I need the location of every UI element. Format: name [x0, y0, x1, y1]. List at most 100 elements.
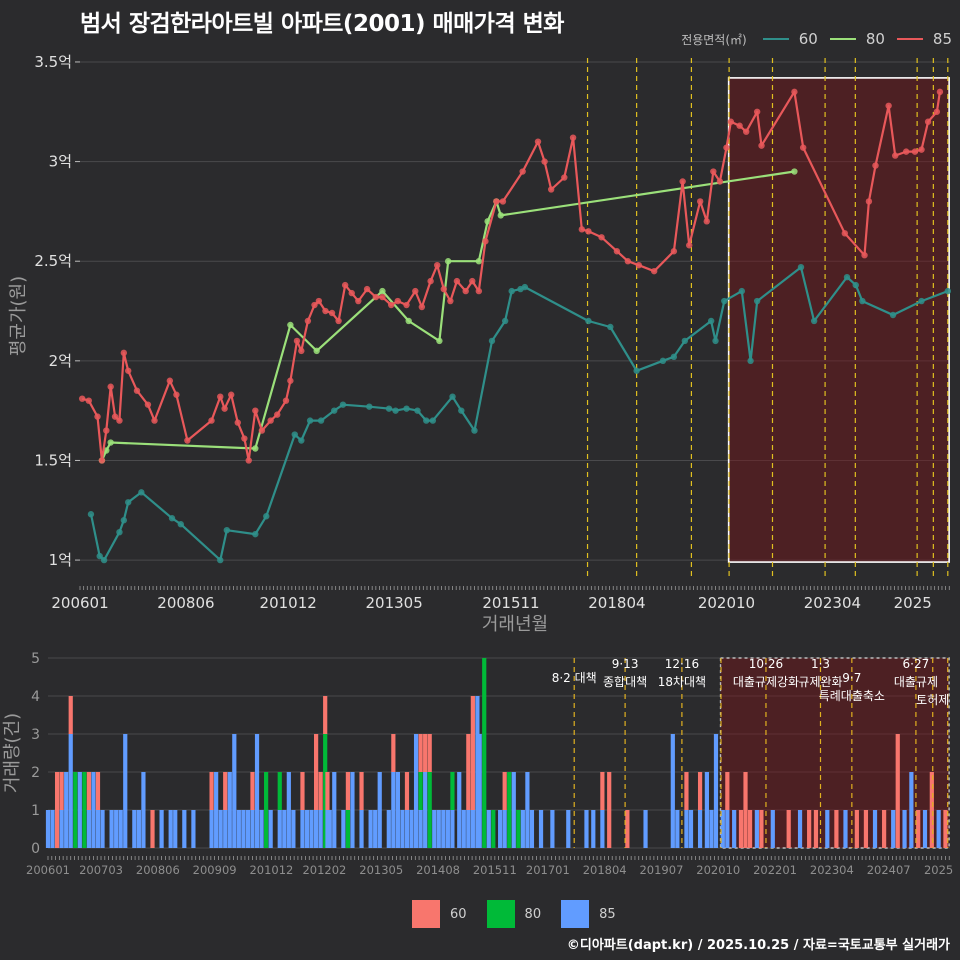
data-point-60 — [125, 499, 132, 506]
volume-bar-85 — [470, 810, 475, 848]
volume-bar-85 — [461, 810, 466, 848]
volume-bar-60 — [427, 734, 432, 772]
volume-bar-85 — [529, 810, 535, 848]
volume-bar-80 — [82, 772, 87, 848]
volume-bar-85 — [114, 810, 119, 848]
volume-bar-85 — [259, 810, 264, 848]
volume-bar-85 — [502, 810, 507, 848]
volume-bar-60 — [466, 734, 471, 810]
volume-bar-80 — [450, 772, 455, 810]
volume-bar-60 — [697, 772, 703, 810]
volume-bar-60 — [834, 810, 839, 848]
data-point-85 — [166, 377, 174, 384]
policy-annotation: 9·7 — [842, 671, 861, 685]
volume-bar-60 — [470, 696, 475, 810]
data-point-60 — [918, 297, 925, 305]
x-tick-label: 202304 — [804, 594, 861, 612]
volume-bar-85 — [466, 810, 471, 848]
data-point-60 — [944, 287, 952, 295]
data-point-85 — [98, 457, 106, 464]
policy-annotation: 8·2 대책 — [552, 670, 597, 685]
volume-bar-60 — [59, 772, 64, 810]
data-point-60 — [263, 513, 270, 520]
data-point-60 — [843, 273, 851, 281]
data-point-85 — [85, 397, 92, 404]
policy-annotation: 12·16 — [665, 657, 699, 671]
volume-bar-85 — [325, 810, 330, 848]
data-point-85 — [144, 401, 152, 408]
y-axis-label: 거래량(건) — [2, 713, 23, 793]
data-point-85 — [258, 427, 266, 434]
data-point-60 — [87, 511, 95, 518]
volume-bar-85 — [684, 810, 689, 848]
policy-annotation: 1·3 — [811, 657, 830, 671]
volume-bar-85 — [400, 810, 405, 848]
policy-annotation: 종합대책 — [603, 674, 647, 689]
volume-bar-60 — [418, 734, 423, 772]
volume-bar-85 — [232, 734, 237, 848]
data-point-60 — [889, 311, 897, 319]
volume-bar-85 — [100, 810, 105, 848]
volume-bar-85 — [643, 810, 648, 848]
data-point-85 — [569, 134, 577, 141]
volume-bar-85 — [432, 810, 437, 848]
volume-bar-60 — [359, 772, 364, 810]
volume-bar-85 — [318, 810, 323, 848]
volume-bar-85 — [409, 810, 414, 848]
volume-bar-85 — [159, 810, 164, 848]
data-point-80 — [107, 439, 114, 446]
data-point-60 — [331, 407, 338, 414]
data-point-80 — [484, 218, 491, 225]
volume-bar-85 — [688, 810, 694, 848]
x-tick-label: 202304 — [810, 863, 854, 877]
y-tick-label: 4 — [31, 689, 40, 705]
data-point-85 — [541, 158, 548, 165]
data-point-60 — [488, 337, 496, 345]
volume-legend-item-60: 60 — [412, 900, 467, 928]
data-point-85 — [723, 144, 730, 151]
volume-bar-60 — [95, 772, 101, 810]
x-tick-label: 202201 — [753, 863, 797, 877]
volume-bar-60 — [345, 772, 351, 810]
x-tick-label: 201907 — [639, 863, 683, 877]
volume-bar-85 — [922, 810, 928, 848]
y-tick-label: 3 — [31, 727, 40, 743]
volume-bar-80 — [491, 810, 496, 848]
volume-bar-85 — [475, 696, 480, 848]
volume-bar-85 — [132, 810, 137, 848]
volume-bar-60 — [209, 772, 214, 810]
data-point-85 — [519, 168, 526, 175]
x-tick-label: 201305 — [359, 863, 403, 877]
volume-bar-85 — [566, 810, 571, 848]
chart-title: 범서 장검한라아트빌 아파트(2001) 매매가격 변화 — [80, 11, 564, 37]
volume-bar-85 — [436, 810, 441, 848]
volume-bar-85 — [95, 810, 101, 848]
data-point-60 — [116, 528, 123, 536]
data-point-85 — [716, 178, 724, 185]
policy-annotation: 특례대출축소 — [819, 689, 885, 703]
data-point-85 — [125, 367, 132, 374]
data-point-60 — [707, 317, 715, 325]
data-point-60 — [317, 417, 325, 424]
data-point-85 — [742, 128, 750, 135]
data-point-60 — [223, 526, 231, 534]
data-point-85 — [394, 297, 401, 305]
data-point-85 — [252, 407, 259, 414]
data-point-85 — [208, 417, 215, 424]
volume-bar-60 — [223, 772, 228, 810]
volume-bar-85 — [64, 772, 69, 848]
data-point-85 — [335, 317, 342, 325]
data-point-85 — [274, 411, 281, 418]
data-point-85 — [228, 391, 235, 398]
volume-bar-60 — [684, 772, 689, 810]
data-point-85 — [241, 435, 248, 442]
data-point-60 — [797, 263, 805, 271]
policy-annotation: 10·26 — [749, 657, 783, 671]
data-point-85 — [462, 287, 469, 295]
data-point-85 — [758, 142, 765, 149]
volume-bar-85 — [395, 772, 400, 848]
data-point-85 — [103, 427, 110, 434]
volume-bar-85 — [168, 810, 173, 848]
volume-bar-85 — [591, 810, 596, 848]
x-tick-label: 201012 — [249, 863, 293, 877]
